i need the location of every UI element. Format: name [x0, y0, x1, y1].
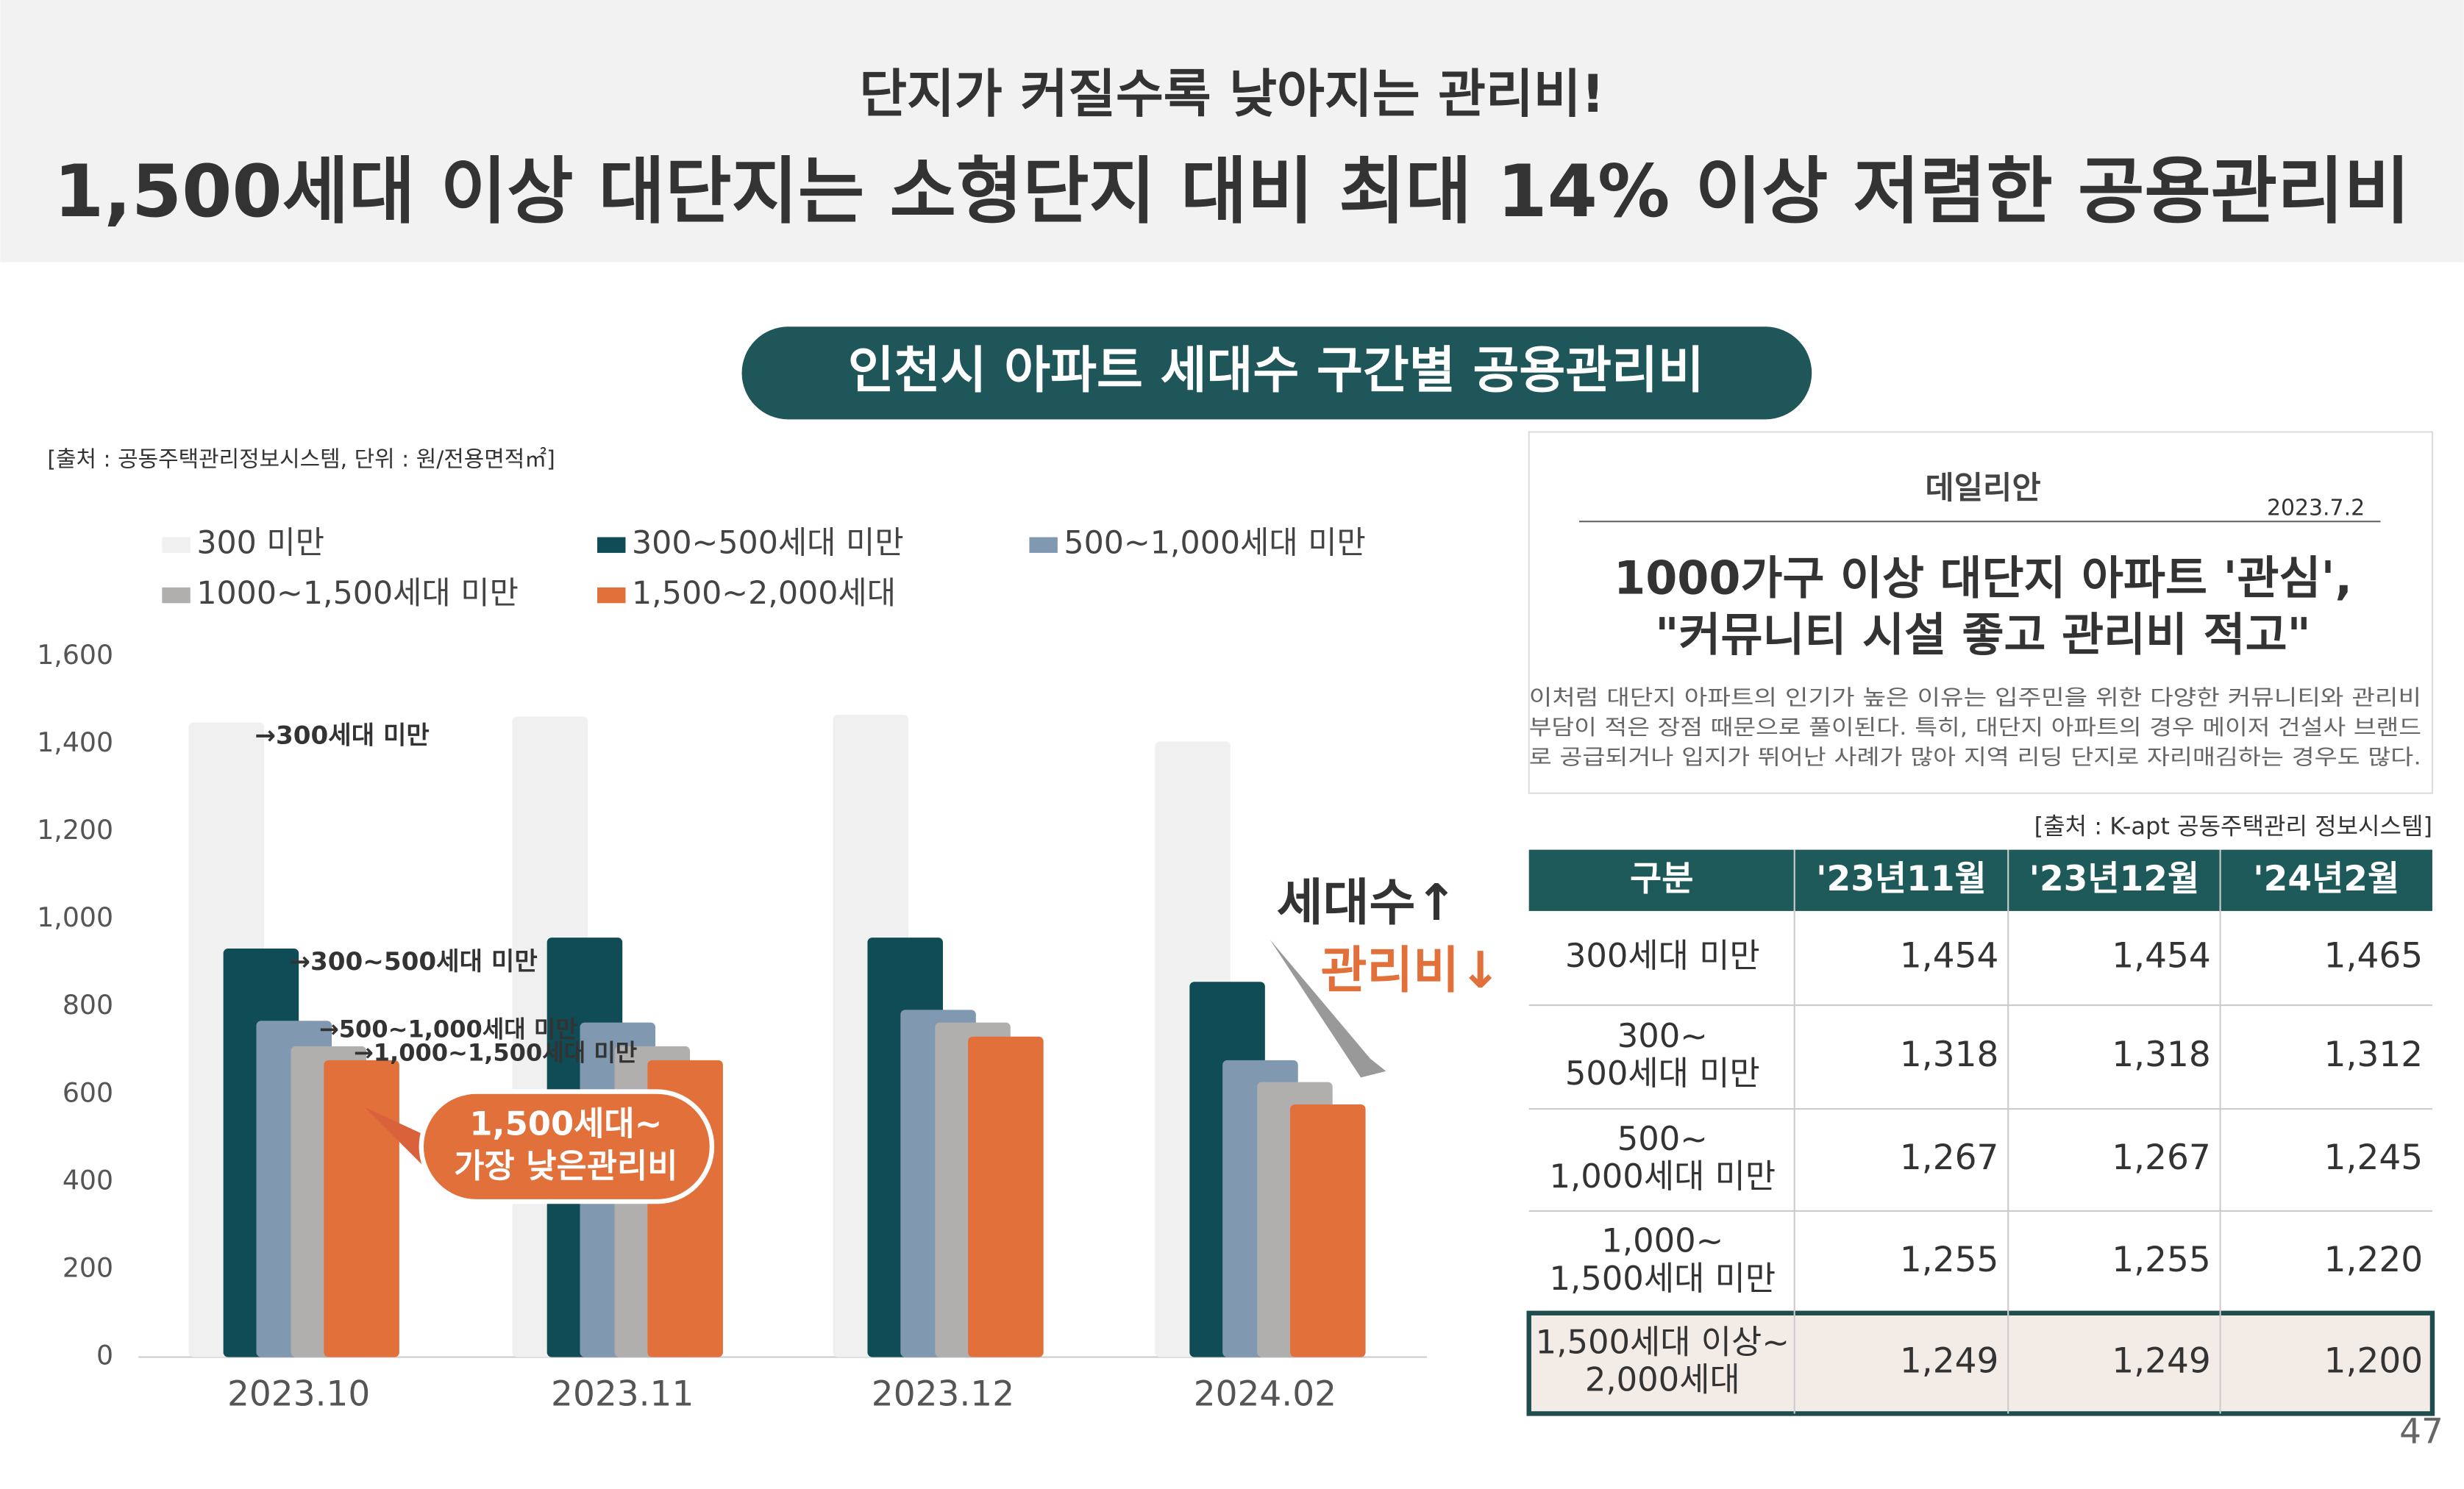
table-cell: 1,267 [2112, 1138, 2211, 1178]
legend-label: 1,500~2,000세대 [632, 575, 896, 612]
table-row-label: 500세대 미만 [1565, 1054, 1760, 1093]
table-row-label: 2,000세대 [1585, 1360, 1740, 1399]
title: 1,500세대 이상 대단지는 소형단지 대비 최대 14% 이상 저렴한 공용… [54, 150, 2410, 234]
table-header-cell: '24년2월 [2253, 859, 2399, 899]
table-header-cell: 구분 [1630, 859, 1693, 899]
table-header-cell: '23년12월 [2029, 859, 2200, 899]
section-pill [741, 326, 1812, 420]
article-logo: 데일리안 [1925, 470, 2040, 507]
trend-arrow [1270, 939, 1386, 1078]
table-header-bg [1528, 849, 2432, 911]
table-cell: 1,255 [2112, 1240, 2211, 1280]
header-band [0, 0, 2464, 263]
y-tick-label: 400 [63, 1164, 113, 1196]
table-row-label: 1,500세대 미만 [1549, 1259, 1776, 1298]
legend-swatch [597, 587, 626, 604]
y-tick-label: 1,600 [37, 639, 113, 671]
table-header-cell: '23년11월 [1816, 859, 1987, 899]
table-row-label: 500~ [1617, 1119, 1708, 1158]
legend-swatch [162, 587, 191, 604]
article-body: 로 공급되거나 입지가 뛰어난 사례가 많아 지역 리딩 단지로 자리매김하는 … [1529, 745, 2421, 770]
article-headline: 1000가구 이상 대단지 아파트 '관심', [1614, 551, 2352, 604]
x-tick-label: 2024.02 [1194, 1374, 1336, 1414]
table-cell: 1,318 [2112, 1035, 2211, 1075]
legend-label: 500~1,000세대 미만 [1064, 525, 1365, 562]
table-cell: 1,465 [2324, 936, 2424, 976]
annotation: 가장 낮은관리비 [454, 1146, 677, 1185]
legend-swatch [597, 537, 626, 553]
table-cell: 1,220 [2324, 1240, 2424, 1280]
table-cell: 1,249 [1900, 1341, 1999, 1382]
page-number: 47 [2399, 1412, 2443, 1452]
annotation: →300세대 미만 [254, 721, 430, 750]
annotation: 세대수↑ [1277, 874, 1458, 932]
table-source: [출처 : K-apt 공동주택관리 정보시스템] [2034, 813, 2432, 840]
table-cell: 1,267 [1900, 1138, 1999, 1178]
y-tick-label: 1,200 [37, 814, 113, 846]
annotation: 관리비↓ [1321, 942, 1502, 1000]
subtitle: 단지가 커질수록 낮아지는 관리비! [859, 64, 1605, 124]
callout-bubble [419, 1089, 715, 1204]
table-row-label: 1,500세대 이상~ [1536, 1322, 1790, 1361]
legend-swatch [162, 537, 191, 553]
legend-label: 300 미만 [196, 525, 324, 562]
x-tick-label: 2023.10 [227, 1374, 370, 1414]
table-row-label: 300세대 미만 [1565, 936, 1760, 975]
article-body: 부담이 적은 장점 때문으로 풀이된다. 특히, 대단지 아파트의 경우 메이저… [1529, 715, 2421, 740]
annotation: 1,500세대~ [469, 1104, 662, 1143]
article-date: 2023.7.2 [2267, 496, 2365, 521]
article-body: 이처럼 대단지 아파트의 인기가 높은 이유는 입주민을 위한 다양한 커뮤니티… [1529, 685, 2421, 710]
y-tick-label: 1,000 [37, 901, 113, 933]
table-cell: 1,454 [1900, 936, 1999, 976]
table-cell: 1,255 [1900, 1240, 1999, 1280]
table-cell: 1,200 [2324, 1341, 2424, 1382]
table-row-label: 300~ [1617, 1016, 1708, 1055]
annotation: →300~500세대 미만 [289, 947, 537, 976]
table-cell: 1,312 [2324, 1035, 2424, 1075]
article-box [1528, 431, 2434, 794]
x-tick-label: 2023.11 [551, 1374, 694, 1414]
legend-label: 1000~1,500세대 미만 [196, 575, 519, 612]
article-headline: "커뮤니티 시설 좋고 관리비 적고" [1655, 608, 2311, 661]
legend-label: 300~500세대 미만 [632, 525, 904, 562]
x-tick-label: 2023.12 [872, 1374, 1014, 1414]
highlight-row [1526, 1310, 2435, 1416]
y-tick-label: 0 [96, 1340, 113, 1371]
bar [968, 1036, 1044, 1357]
y-tick-label: 1,400 [37, 726, 113, 758]
chart-source: [출처 : 공동주택관리정보시스템, 단위 : 원/전용면적㎡] [47, 446, 555, 472]
table-cell: 1,454 [2112, 936, 2211, 976]
y-tick-label: 600 [63, 1076, 113, 1108]
table-cell: 1,249 [2112, 1341, 2211, 1382]
legend-swatch [1029, 537, 1058, 553]
table-cell: 1,318 [1900, 1035, 1999, 1075]
bar [324, 1060, 399, 1357]
y-tick-label: 800 [63, 989, 113, 1021]
annotation: →500~1,000세대 미만 [319, 1015, 577, 1043]
table-row-label: 1,000세대 미만 [1549, 1157, 1776, 1196]
table-cell: 1,245 [2324, 1138, 2424, 1178]
table-row-label: 1,000~ [1601, 1221, 1723, 1260]
y-tick-label: 200 [63, 1251, 113, 1283]
section-title: 인천시 아파트 세대수 구간별 공용관리비 [848, 342, 1704, 400]
annotation: →1,000~1,500세대 미만 [354, 1038, 637, 1066]
bar [1290, 1104, 1366, 1357]
